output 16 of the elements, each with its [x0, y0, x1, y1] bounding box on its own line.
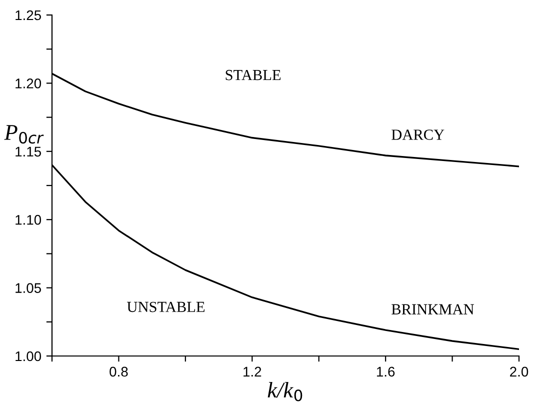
x-tick-label: 0.8 [110, 366, 128, 377]
y-tick-label: 1.10 [16, 214, 42, 225]
y-tick-label: 1.15 [16, 146, 42, 157]
y-tick-label: 1.25 [16, 10, 42, 20]
x-tick-label: 1.6 [376, 366, 395, 377]
annotation: STABLE [226, 70, 281, 80]
x-tick-label: 1.2 [244, 366, 262, 376]
y-axis-title: P$_{0cr}$ [4, 125, 44, 144]
y-tick-label: 1.00 [16, 351, 42, 362]
x-axis-title: k/k$_{0}$ [268, 382, 302, 402]
y-tick-label: 1.20 [16, 78, 42, 88]
x-tick-label: 2.0 [510, 366, 528, 377]
annotation: UNSTABLE [127, 302, 205, 312]
series-label: BRINKMAN [392, 304, 474, 314]
series-label: DARCY [392, 130, 444, 140]
y-tick-label: 1.05 [16, 283, 42, 293]
